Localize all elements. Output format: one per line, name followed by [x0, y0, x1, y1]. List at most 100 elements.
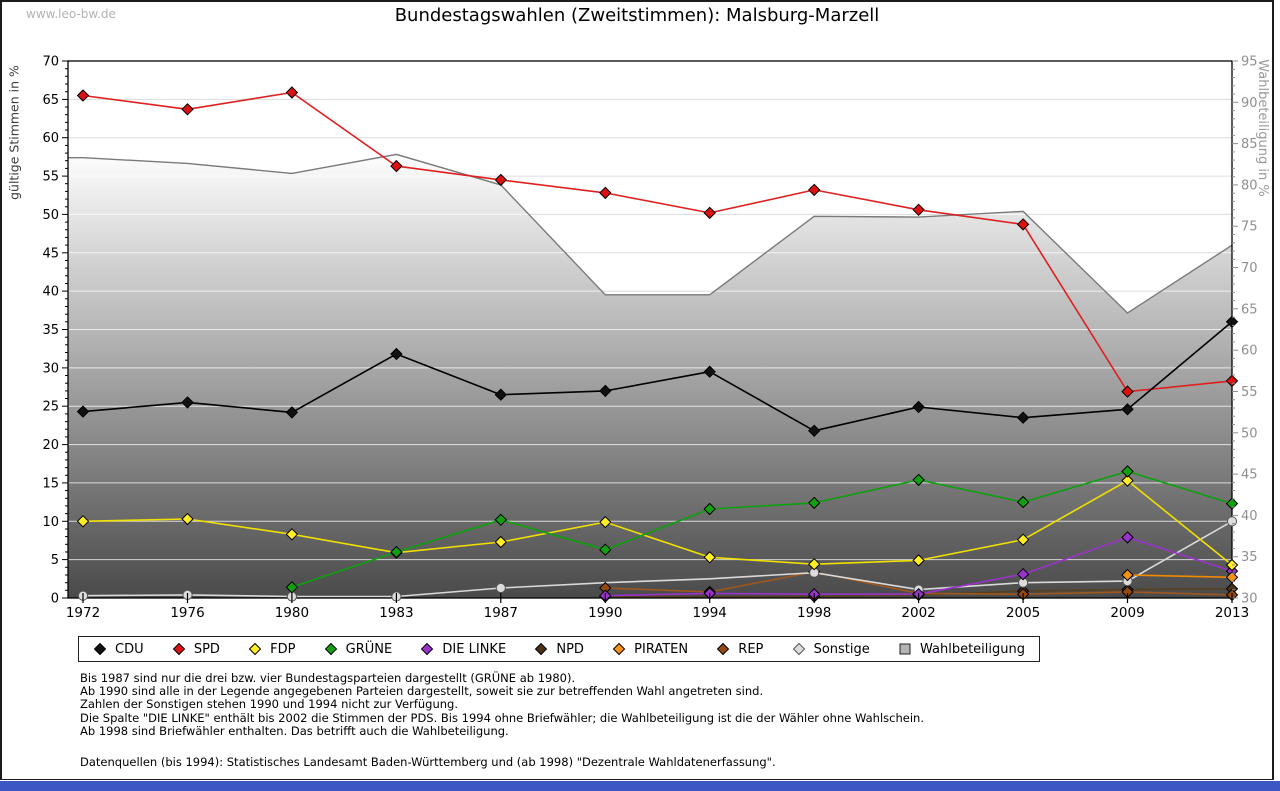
- legend-label: PIRATEN: [634, 641, 689, 657]
- svg-text:35: 35: [42, 323, 59, 338]
- svg-text:70: 70: [1241, 261, 1258, 276]
- svg-text:55: 55: [42, 170, 59, 185]
- svg-text:0: 0: [51, 592, 59, 607]
- svg-text:2005: 2005: [1006, 605, 1040, 621]
- legend-label: FDP: [270, 641, 296, 657]
- chart-title: Bundestagswahlen (Zweitstimmen): Malsbur…: [394, 5, 880, 26]
- footnote-line: Ab 1998 sind Briefwähler enthalten. Das …: [80, 723, 509, 738]
- legend-label: Sonstige: [813, 641, 870, 657]
- right-axis: 30 35 40 45 50 55 60 65 70 75 80 85 90 95: [1232, 55, 1258, 607]
- svg-text:35: 35: [1241, 550, 1258, 565]
- svg-text:10: 10: [42, 515, 59, 530]
- legend-label: NPD: [556, 641, 584, 657]
- svg-text:60: 60: [1241, 344, 1258, 359]
- svg-text:5: 5: [51, 553, 59, 568]
- legend-marker-icon: [899, 643, 911, 655]
- series-line-FDP: [82, 479, 1233, 566]
- svg-text:1972: 1972: [66, 605, 100, 621]
- svg-text:65: 65: [1241, 302, 1258, 317]
- svg-text:1980: 1980: [275, 605, 309, 621]
- series-markers-PIRATEN: [1121, 568, 1239, 584]
- series-line-Sonstige: [82, 520, 1233, 598]
- legend-marker-icon: [792, 642, 805, 656]
- legend-item-npd: NPD: [534, 642, 584, 657]
- left-axis: 0 5 10 15 20 25 30 35 40 45 50 55 60 65 70: [42, 55, 68, 607]
- legend-label: REP: [738, 641, 764, 657]
- legend-marker-icon: [612, 642, 626, 656]
- svg-text:90: 90: [1241, 96, 1258, 111]
- series-markers-GRÜNE: [285, 465, 1239, 594]
- legend-label: CDU: [115, 641, 144, 657]
- svg-text:80: 80: [1241, 178, 1258, 193]
- legend-marker-icon: [248, 642, 262, 656]
- legend-label: Wahlbeteiligung: [919, 641, 1025, 657]
- svg-text:75: 75: [1241, 220, 1258, 235]
- legend-label: SPD: [193, 641, 220, 657]
- series-markers-SPD: [76, 86, 1239, 398]
- svg-text:25: 25: [42, 400, 59, 415]
- svg-text:2009: 2009: [1110, 605, 1144, 621]
- svg-text:50: 50: [42, 208, 59, 223]
- election-line-chart: 0 5 10 15 20 25 30 35 40 45 50 55 60 65 70 30 35 40 45 50 55…: [42, 55, 1258, 622]
- svg-text:70: 70: [42, 55, 59, 70]
- svg-text:1976: 1976: [170, 605, 204, 621]
- watermark-text: www.leo-bw.de: [26, 7, 116, 21]
- svg-text:1998: 1998: [797, 605, 831, 621]
- x-axis: 1972 1976 1980 1983 1987 1990 1994 1998 2002 2005…: [66, 593, 1249, 621]
- series-line-SPD: [82, 91, 1233, 393]
- svg-text:2013: 2013: [1215, 605, 1249, 621]
- svg-text:1987: 1987: [484, 605, 518, 621]
- svg-text:30: 30: [42, 361, 59, 376]
- legend-item-rep: REP: [716, 642, 763, 657]
- legend-marker-icon: [172, 642, 186, 656]
- svg-text:55: 55: [1241, 385, 1258, 400]
- legend-item-cdu: CDU: [93, 642, 144, 657]
- data-source-line: Datenquellen (bis 1994): Statistisches L…: [80, 755, 776, 769]
- series-markers-CDU: [76, 315, 1239, 438]
- svg-text:40: 40: [1241, 509, 1258, 524]
- svg-text:20: 20: [42, 438, 59, 453]
- chart-legend: CDU SPD FDP GRÜNE DIE LINKE NPD PIRATEN REP Sons…: [78, 636, 1040, 662]
- series-line-GRÜNE: [291, 470, 1233, 589]
- svg-text:40: 40: [42, 285, 59, 300]
- legend-marker-icon: [717, 642, 730, 656]
- svg-text:60: 60: [42, 131, 59, 146]
- svg-text:30: 30: [1241, 592, 1258, 607]
- svg-text:85: 85: [1241, 137, 1258, 152]
- legend-item-spd: SPD: [172, 642, 220, 657]
- svg-text:15: 15: [42, 476, 59, 491]
- legend-label: GRÜNE: [345, 641, 393, 657]
- legend-item-grüne: GRÜNE: [324, 641, 393, 657]
- legend-item-fdp: FDP: [248, 642, 295, 657]
- footnote-line: Bis 1987 sind nur die drei bzw. vier Bun…: [80, 671, 576, 685]
- legend-marker-icon: [93, 642, 107, 656]
- svg-text:1983: 1983: [379, 605, 413, 621]
- svg-text:2002: 2002: [901, 605, 935, 621]
- bottom-scrollbar[interactable]: [0, 781, 1280, 791]
- legend-item-wahlbeteiligung: Wahlbeteiligung: [898, 642, 1025, 657]
- legend-item-piraten: PIRATEN: [612, 642, 688, 657]
- svg-text:45: 45: [1241, 468, 1258, 483]
- legend-marker-icon: [421, 642, 434, 656]
- svg-text:1990: 1990: [588, 605, 622, 621]
- footnote-line: Die Spalte "DIE LINKE" enthält bis 2002 …: [80, 710, 924, 725]
- svg-text:65: 65: [42, 93, 59, 108]
- legend-item-die-linke: DIE LINKE: [420, 642, 506, 657]
- footnotes-block: Bis 1987 sind nur die drei bzw. vier Bun…: [80, 671, 1080, 738]
- footnote-line: Zahlen der Sonstigen stehen 1990 und 199…: [80, 697, 459, 712]
- footnote-line: Ab 1990 sind alle in der Legende angegeb…: [80, 684, 764, 699]
- turnout-area: [68, 154, 1232, 598]
- turnout-line: [68, 153, 1233, 314]
- svg-text:45: 45: [42, 246, 59, 261]
- legend-label: DIE LINKE: [442, 641, 507, 657]
- svg-text:50: 50: [1241, 426, 1258, 441]
- svg-text:95: 95: [1241, 55, 1258, 70]
- svg-text:1994: 1994: [693, 605, 727, 621]
- legend-marker-icon: [324, 642, 337, 656]
- series-line-CDU: [82, 321, 1233, 432]
- legend-marker-icon: [535, 642, 548, 656]
- series-line-PIRATEN: [1127, 574, 1233, 579]
- legend-item-sonstige: Sonstige: [792, 642, 870, 657]
